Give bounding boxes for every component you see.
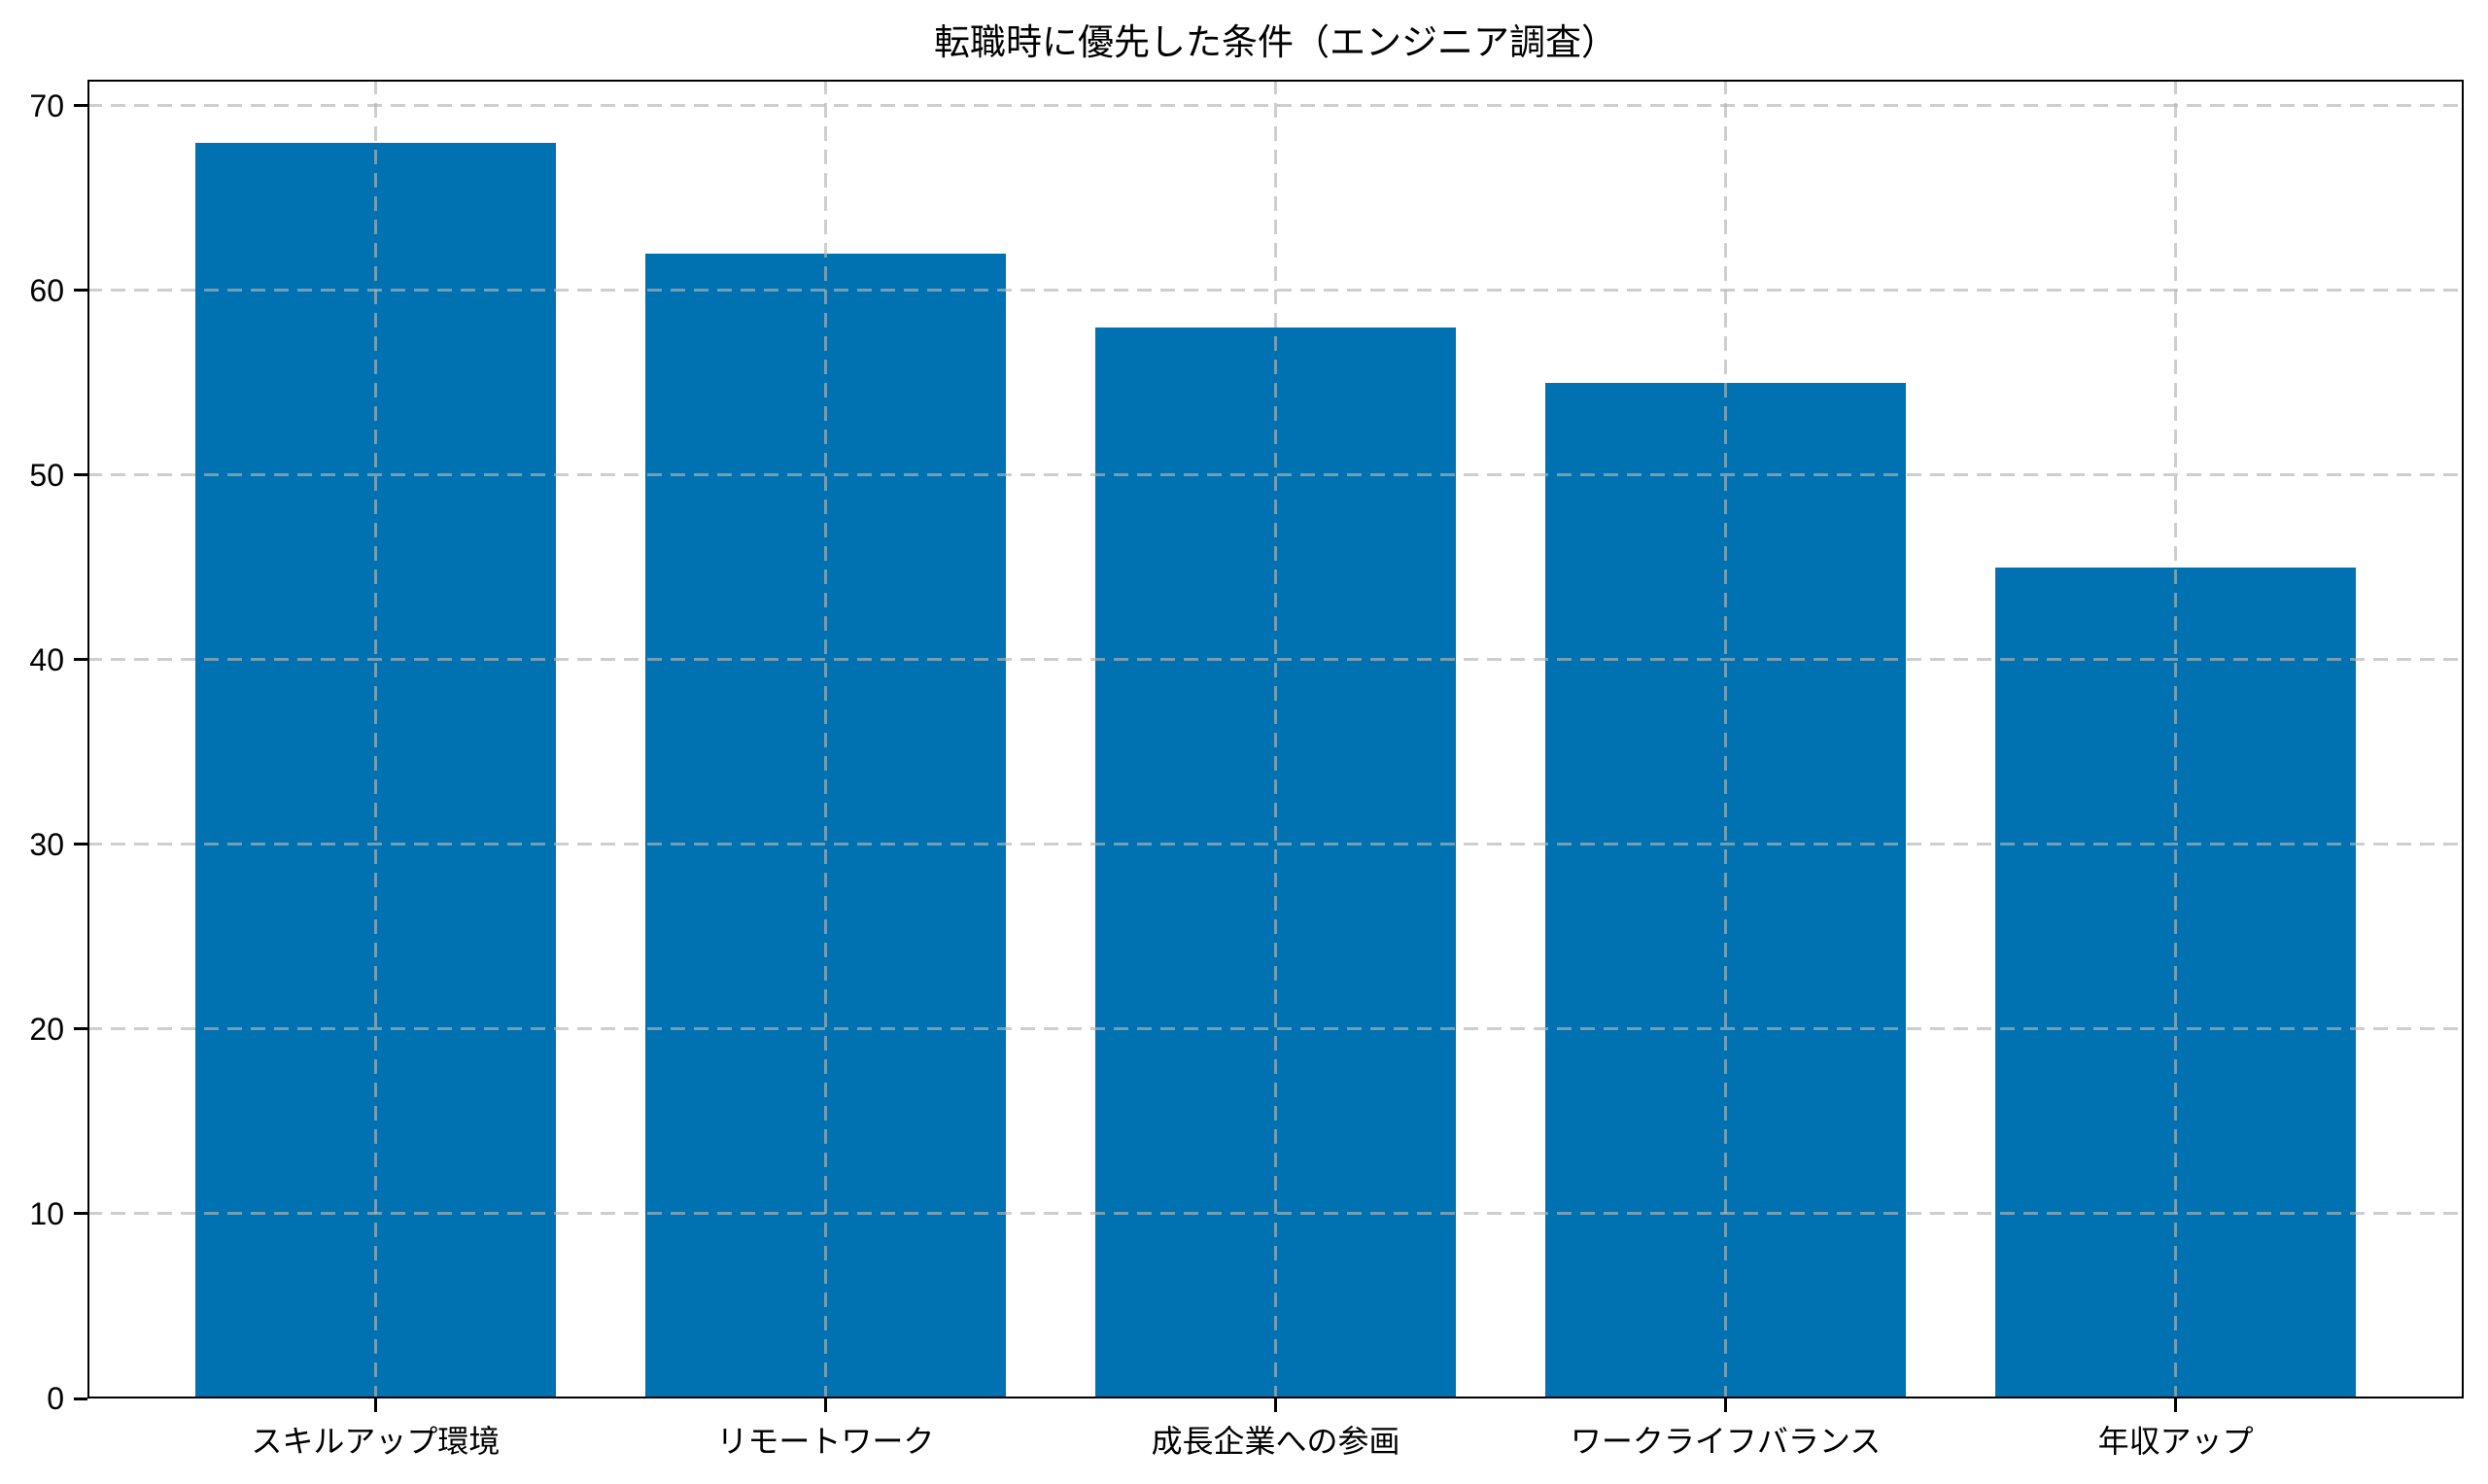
plot-area [87,80,2464,1398]
y-tick-label-30: 30 [29,826,64,862]
v-gridline-1 [373,80,377,1398]
y-tick-label-70: 70 [29,87,64,123]
y-tick-mark-60 [74,289,87,293]
x-tick-label-2: リモートワーク [716,1424,935,1459]
y-tick-mark-10 [74,1212,87,1216]
y-tick-mark-50 [74,473,87,477]
y-tick-label-10: 10 [29,1195,64,1231]
x-tick-label-3: 成長企業への参画 [1151,1424,1400,1459]
x-tick-mark-4 [1724,1398,1728,1412]
v-gridline-4 [1724,80,1728,1398]
x-tick-mark-5 [2174,1398,2178,1412]
y-tick-mark-20 [74,1027,87,1031]
y-tick-mark-30 [74,843,87,846]
x-tick-mark-1 [373,1398,377,1412]
y-tick-label-0: 0 [47,1381,64,1416]
x-tick-label-1: スキルアップ環境 [251,1424,501,1459]
y-tick-label-60: 60 [29,272,64,308]
v-gridline-5 [2174,80,2178,1398]
y-tick-mark-70 [74,104,87,108]
v-gridline-2 [823,80,827,1398]
x-tick-label-5: 年収アップ [2097,1424,2254,1459]
y-tick-label-40: 40 [29,641,64,677]
chart-title: 転職時に優先した条件（エンジニア調査） [934,22,1617,62]
y-tick-label-50: 50 [29,457,64,493]
y-tick-mark-40 [74,658,87,662]
v-gridline-3 [1274,80,1277,1398]
y-tick-mark-0 [74,1397,87,1400]
x-tick-mark-3 [1274,1398,1277,1412]
x-tick-label-4: ワークライフバランス [1570,1424,1882,1459]
y-tick-label-20: 20 [29,1011,64,1047]
x-tick-mark-2 [823,1398,827,1412]
